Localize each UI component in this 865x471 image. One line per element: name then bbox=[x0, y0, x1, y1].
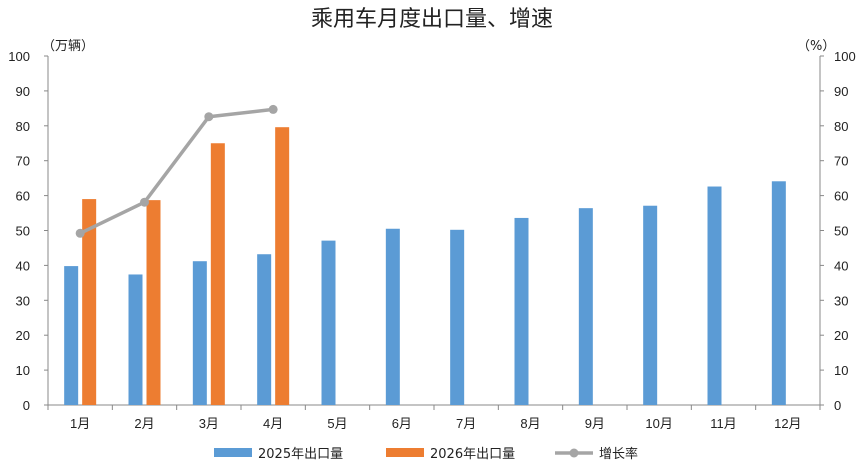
y2-tick-label: 50 bbox=[834, 224, 848, 239]
x-tick-label: 4月 bbox=[263, 416, 283, 431]
y2-tick-label: 100 bbox=[834, 49, 856, 64]
growth-rate-line bbox=[79, 107, 274, 235]
x-tick-label: 10月 bbox=[645, 416, 672, 431]
growth-rate-point bbox=[204, 112, 214, 122]
bar-series1 bbox=[450, 229, 465, 405]
bar-series1 bbox=[192, 261, 207, 405]
growth-line bbox=[75, 104, 278, 238]
bar-series1 bbox=[385, 228, 400, 405]
y-tick-label: 10 bbox=[16, 363, 30, 378]
y-tick-label: 20 bbox=[16, 328, 30, 343]
y2-tick-label: 70 bbox=[834, 154, 848, 169]
bar-series1 bbox=[578, 208, 593, 405]
bar-series2 bbox=[82, 199, 97, 405]
x-tick-label: 8月 bbox=[520, 416, 540, 431]
y2-tick-label: 80 bbox=[834, 119, 848, 134]
x-tick-label: 6月 bbox=[392, 416, 412, 431]
bar-series1 bbox=[707, 186, 722, 405]
y-right-unit-label: （%） bbox=[797, 39, 835, 54]
bars bbox=[64, 127, 786, 406]
axes: 0 0 10 10 20 20 30 30 40 40 50 50 60 60 70 70 80 80 90 90 10… bbox=[8, 49, 855, 431]
y2-tick-label: 40 bbox=[834, 258, 848, 273]
bar-series2 bbox=[146, 200, 161, 405]
growth-rate-point bbox=[268, 104, 278, 114]
growth-rate-point bbox=[75, 228, 85, 238]
legend-swatch bbox=[386, 448, 424, 457]
legend-swatch bbox=[214, 448, 252, 457]
y2-tick-label: 10 bbox=[834, 363, 848, 378]
y2-tick-label: 30 bbox=[834, 293, 848, 308]
bar-series1 bbox=[643, 205, 658, 405]
x-tick-label: 12月 bbox=[774, 416, 801, 431]
legend-swatch-marker bbox=[569, 448, 579, 458]
y-tick-label: 80 bbox=[16, 119, 30, 134]
y2-tick-label: 20 bbox=[834, 328, 848, 343]
chart-title: 乘用车月度出口量、增速 bbox=[311, 7, 553, 32]
y2-tick-label: 90 bbox=[834, 84, 848, 99]
y-tick-label: 50 bbox=[16, 224, 30, 239]
x-tick-label: 3月 bbox=[199, 416, 219, 431]
bar-series1 bbox=[514, 217, 529, 405]
y2-tick-label: 60 bbox=[834, 189, 848, 204]
x-tick-label: 5月 bbox=[327, 416, 347, 431]
growth-rate-point bbox=[140, 197, 149, 207]
bar-series1 bbox=[771, 181, 786, 405]
y-tick-label: 0 bbox=[23, 398, 30, 413]
y-tick-label: 60 bbox=[16, 189, 30, 204]
legend: 2025年出口量 2026年出口量 增长率 bbox=[214, 446, 638, 462]
y-left-unit-label: （万辆） bbox=[42, 39, 94, 54]
x-tick-label: 2月 bbox=[134, 416, 154, 431]
legend-label: 2026年出口量 bbox=[430, 447, 515, 462]
y2-tick-label: 0 bbox=[834, 398, 841, 413]
y-tick-label: 70 bbox=[16, 154, 30, 169]
legend-label: 2025年出口量 bbox=[258, 447, 343, 462]
x-tick-label: 1月 bbox=[70, 416, 90, 431]
bar-series1 bbox=[321, 240, 336, 405]
bar-series1 bbox=[257, 254, 272, 405]
bar-series1 bbox=[128, 274, 143, 405]
bar-series1 bbox=[64, 266, 79, 405]
bar-series2 bbox=[210, 143, 225, 405]
x-tick-label: 7月 bbox=[456, 416, 476, 431]
y-tick-label: 90 bbox=[16, 84, 30, 99]
y-tick-label: 40 bbox=[16, 258, 30, 273]
y-tick-label: 100 bbox=[8, 49, 30, 64]
legend-label: 增长率 bbox=[599, 446, 638, 462]
x-tick-label: 11月 bbox=[710, 416, 737, 431]
y-tick-label: 30 bbox=[16, 293, 30, 308]
x-tick-label: 9月 bbox=[585, 416, 605, 431]
bar-series2 bbox=[275, 127, 290, 406]
